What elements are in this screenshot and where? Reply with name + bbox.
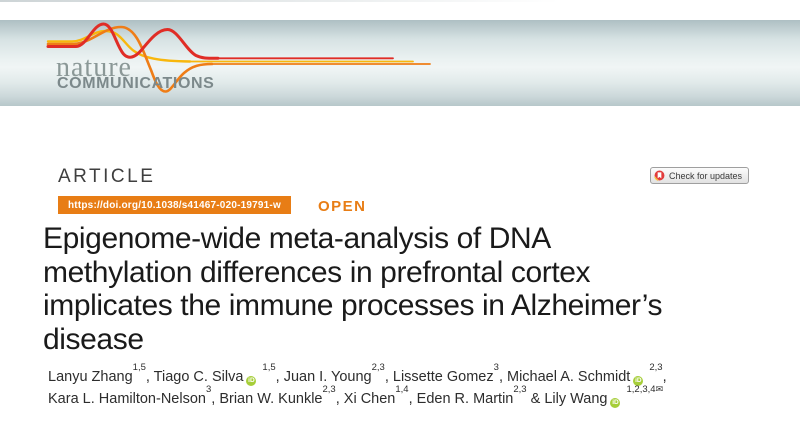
author-separator: ,	[145, 369, 154, 385]
author-affiliations: 2,3	[513, 383, 527, 395]
author-list: Lanyu Zhang1,5, Tiago C. Silva iD 1,5, Ju…	[48, 363, 768, 411]
author-line: Lanyu Zhang1,5, Tiago C. Silva iD 1,5, Ju…	[48, 363, 768, 389]
author-name: Juan I. Young	[283, 369, 372, 385]
author-affiliations: 1,5	[132, 362, 146, 374]
article-title: Epigenome-wide meta-analysis of DNA methy…	[43, 222, 763, 356]
title-line: implicates the immune processes in Alzhe…	[43, 289, 663, 322]
orcid-icon[interactable]: iD	[610, 397, 621, 408]
author-separator: ,	[662, 369, 667, 385]
check-for-updates-label: Check for updates	[669, 170, 743, 181]
open-access-badge: OPEN	[318, 198, 367, 215]
author-name: Brian W. Kunkle	[219, 390, 323, 407]
article-kicker: ARTICLE	[58, 166, 156, 187]
journal-name-logo: nature	[56, 52, 132, 83]
author-name: Lissette Gomez	[392, 369, 494, 385]
author-separator: ,	[408, 390, 417, 407]
author-line: Kara L. Hamilton-Nelson3, Brian W. Kunkl…	[48, 384, 768, 411]
title-line: disease	[43, 322, 144, 356]
crossmark-icon	[654, 170, 665, 181]
author-separator: ,	[384, 369, 393, 385]
author-separator: &	[526, 390, 545, 407]
author-affiliations: 1,4	[395, 383, 409, 395]
doi-link[interactable]: https://doi.org/10.1038/s41467-020-19791…	[58, 196, 291, 214]
journal-masthead-banner: nature COMMUNICATIONS	[0, 20, 800, 106]
check-for-updates-button[interactable]: Check for updates	[650, 167, 750, 184]
author-affiliations: 2,3	[322, 383, 336, 395]
window-top-edge	[0, 0, 800, 2]
author-name: Eden R. Martin	[416, 390, 514, 407]
author-affiliations: 1,5	[262, 362, 276, 374]
doi-text: https://doi.org/10.1038/s41467-020-19791…	[68, 199, 281, 211]
author-separator: ,	[498, 369, 507, 385]
author-name: Lily Wang	[544, 390, 608, 407]
author-separator: ,	[211, 390, 220, 407]
author-affiliations: 2,3	[649, 362, 663, 374]
title-line: Epigenome-wide meta-analysis of DNA	[43, 222, 551, 255]
orcid-icon[interactable]: iD	[633, 376, 644, 386]
author-name: Xi Chen	[343, 390, 396, 407]
author-affiliations: 3	[205, 383, 212, 395]
author-separator: ,	[275, 369, 284, 385]
author-name: Michael A. Schmidt	[507, 369, 631, 385]
author-name: Tiago C. Silva	[153, 369, 244, 385]
title-line: methylation differences in prefrontal co…	[43, 255, 591, 289]
orcid-icon[interactable]: iD	[246, 376, 257, 386]
author-name: Lanyu Zhang	[48, 369, 133, 385]
author-affiliations: 3	[493, 362, 499, 374]
masthead-wave-ribbons-icon	[46, 22, 431, 93]
author-separator: ,	[335, 390, 344, 407]
journal-subtitle-logo: COMMUNICATIONS	[57, 75, 215, 92]
author-affiliations: 2,3	[371, 362, 385, 374]
author-name: Kara L. Hamilton-Nelson	[48, 390, 206, 407]
email-icon[interactable]: ✉	[655, 383, 664, 394]
author-affiliations: 1,2,3,4✉	[626, 383, 664, 395]
